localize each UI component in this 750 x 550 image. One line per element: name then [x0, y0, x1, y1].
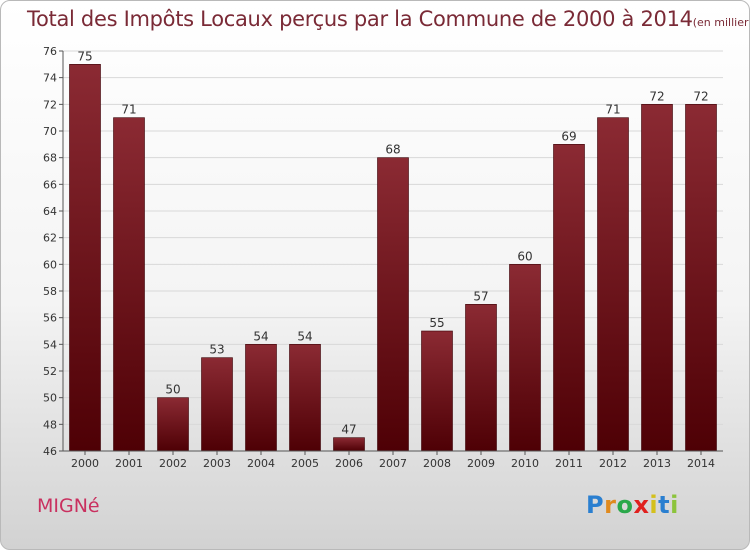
y-tick-label: 76	[43, 45, 57, 58]
logo-letter: i	[649, 491, 659, 519]
x-tick-label: 2007	[379, 457, 407, 470]
value-label: 54	[297, 329, 312, 343]
bar	[421, 330, 453, 452]
commune-name: MIGNé	[37, 495, 100, 517]
value-labels: 75 71 50 53 54 54 47 68 55 57 60 69 71 72 72	[77, 49, 708, 436]
bar	[157, 397, 189, 452]
y-tick-label: 58	[43, 285, 57, 298]
bar	[113, 117, 145, 452]
value-label: 50	[165, 383, 180, 397]
x-tick-label: 2008	[423, 457, 451, 470]
value-label: 72	[649, 89, 664, 103]
bar	[465, 304, 497, 452]
x-tick-label: 2014	[687, 457, 715, 470]
y-tick-label: 72	[43, 98, 57, 111]
proxiti-logo: Proxiti	[586, 491, 679, 519]
logo-letter: r	[604, 491, 617, 519]
y-tick-label: 60	[43, 258, 57, 271]
x-tick-label: 2002	[159, 457, 187, 470]
y-tick-label: 54	[43, 338, 57, 351]
y-tick-label: 52	[43, 365, 57, 378]
logo-letter: P	[586, 491, 605, 519]
bar	[509, 264, 541, 452]
logo-letter: t	[658, 491, 671, 519]
chart-title: Total des Impôts Locaux perçus par la Co…	[27, 7, 749, 31]
value-label: 54	[253, 329, 268, 343]
bar	[333, 437, 365, 452]
bar	[289, 344, 321, 452]
x-tick-label: 2010	[511, 457, 539, 470]
x-tick-label: 2009	[467, 457, 495, 470]
bar	[245, 344, 277, 452]
bar	[597, 117, 629, 452]
value-label: 71	[605, 103, 620, 117]
value-label: 57	[473, 289, 488, 303]
x-tick-label: 2011	[555, 457, 583, 470]
y-tick-label: 62	[43, 232, 57, 245]
y-tick-label: 66	[43, 178, 57, 191]
value-label: 72	[693, 89, 708, 103]
bar	[553, 144, 585, 452]
x-tick-label: 2000	[71, 457, 99, 470]
y-tick-label: 56	[43, 312, 57, 325]
value-label: 69	[561, 129, 576, 143]
y-tick-label: 46	[43, 445, 57, 458]
y-tick-label: 48	[43, 418, 57, 431]
x-tick-label: 2001	[115, 457, 143, 470]
y-tick-label: 50	[43, 392, 57, 405]
chart-title-unit: (en milliers d'€)	[692, 16, 749, 29]
x-tick-label: 2012	[599, 457, 627, 470]
bar	[201, 357, 233, 452]
bars	[69, 64, 717, 452]
x-tick-label: 2003	[203, 457, 231, 470]
value-label: 68	[385, 143, 400, 157]
y-tick-label: 74	[43, 72, 57, 85]
logo-letter: x	[633, 491, 650, 519]
value-label: 53	[209, 343, 224, 357]
bar	[685, 104, 717, 452]
value-label: 71	[121, 103, 136, 117]
logo-letter: i	[670, 491, 679, 519]
y-tick-label: 64	[43, 205, 57, 218]
y-tick-label: 68	[43, 152, 57, 165]
chart-title-text: Total des Impôts Locaux perçus par la Co…	[27, 7, 693, 31]
x-tick-label: 2004	[247, 457, 275, 470]
x-tick-label: 2005	[291, 457, 319, 470]
x-tick-label: 2006	[335, 457, 363, 470]
bar	[69, 64, 101, 452]
value-label: 75	[77, 49, 92, 63]
y-tick-label: 70	[43, 125, 57, 138]
value-label: 55	[429, 316, 444, 330]
bar	[377, 157, 409, 452]
bar	[641, 104, 673, 452]
value-label: 47	[341, 423, 356, 437]
value-label: 60	[517, 249, 532, 263]
logo-letter: o	[616, 491, 634, 519]
x-tick-label: 2013	[643, 457, 671, 470]
axes: 46 48 50 52 54 56 58 60 62 64 66 68 70 72 74 76 2000 2001…	[43, 45, 723, 470]
